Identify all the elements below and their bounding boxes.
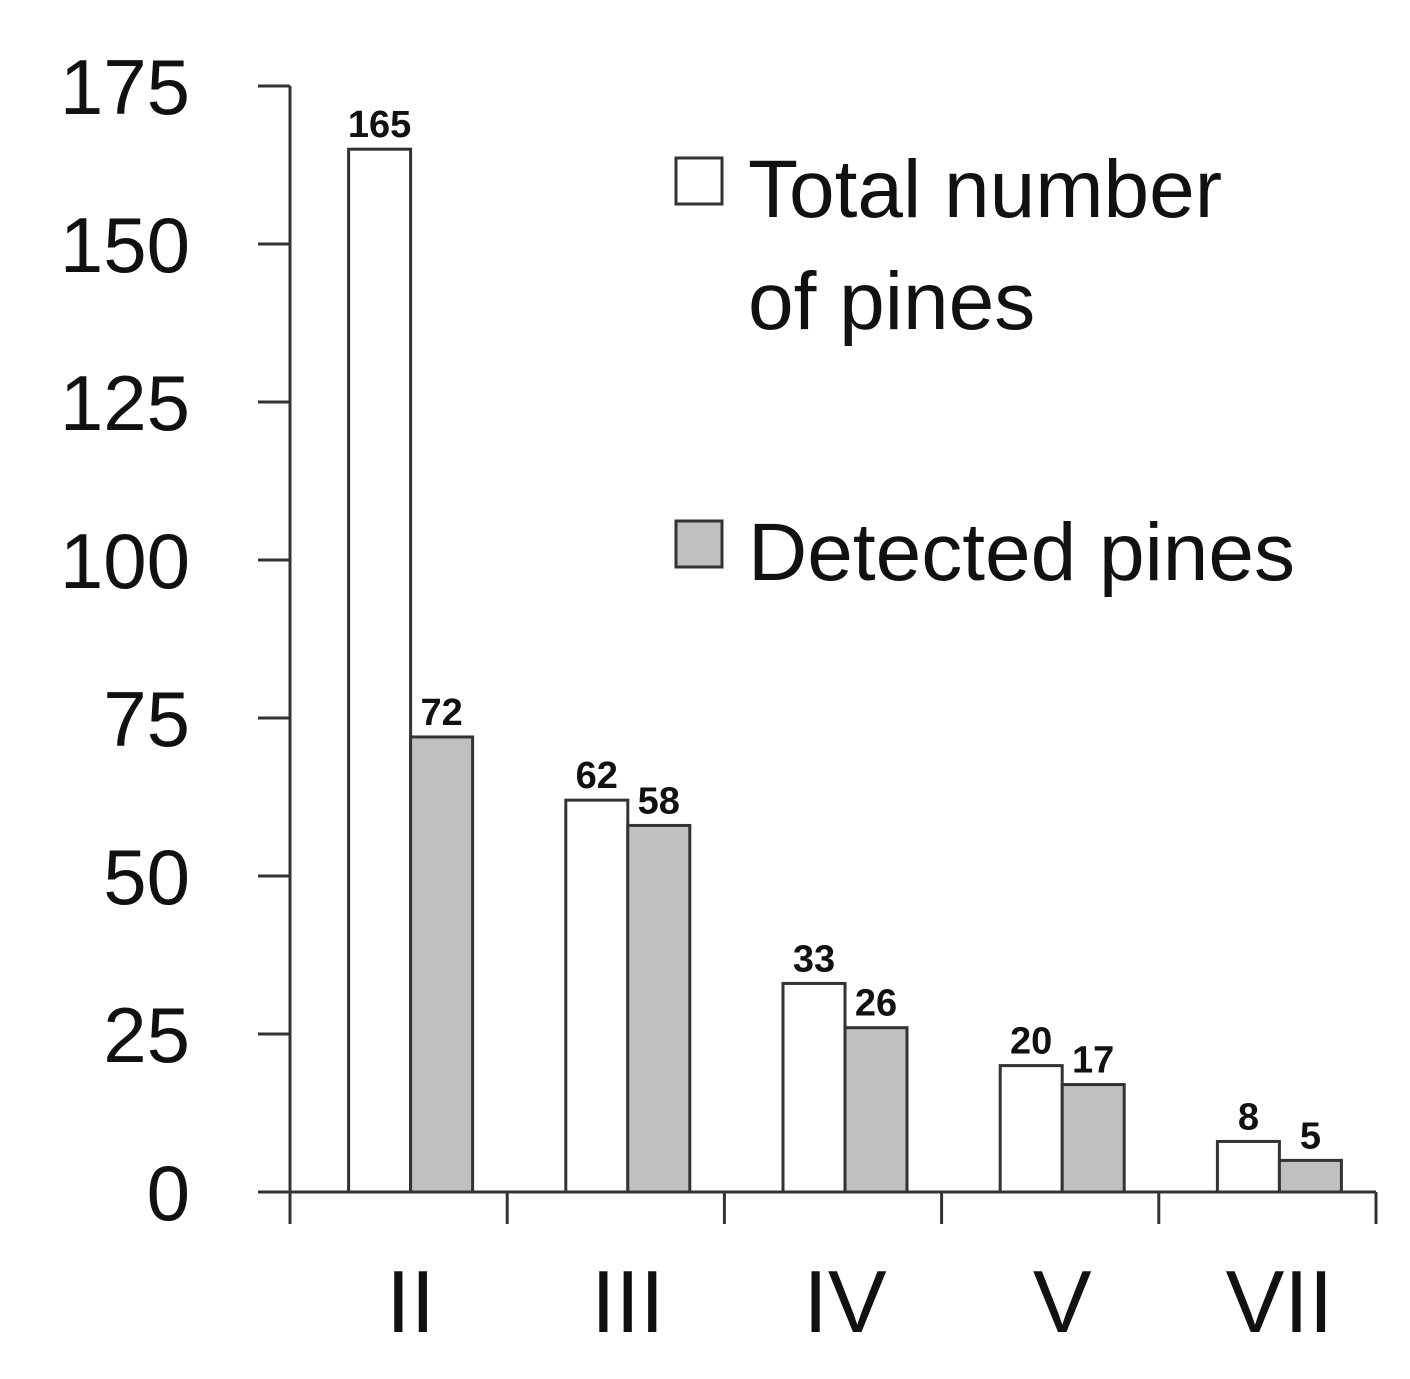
data-label: 8 <box>1238 1096 1259 1138</box>
bar-detected-ii <box>409 735 475 1194</box>
bar-total-iii <box>564 798 630 1194</box>
y-tick-label: 175 <box>60 43 190 131</box>
data-label: 20 <box>1010 1021 1052 1063</box>
data-label: 33 <box>793 938 835 980</box>
legend-label: Total number <box>748 144 1222 235</box>
bar-total-v <box>998 1064 1064 1194</box>
x-category-label: II <box>386 1252 435 1351</box>
y-tick-label: 25 <box>103 991 190 1079</box>
legend-swatch <box>674 156 724 206</box>
legend: Total number of pines Detected pines <box>674 144 1295 598</box>
data-labels: 165 72 62 58 33 26 20 17 8 5 <box>348 104 1321 1157</box>
x-category-label: V <box>1033 1252 1092 1351</box>
data-label: 165 <box>348 104 411 146</box>
y-tick-label: 75 <box>103 675 190 763</box>
legend-swatch <box>674 519 724 569</box>
y-axis: 0 25 50 75 100 125 150 175 <box>60 43 292 1237</box>
x-axis: II III IV V VII <box>258 1190 1378 1351</box>
data-label: 5 <box>1300 1115 1321 1157</box>
bar-total-iv <box>781 981 847 1194</box>
bars <box>347 147 1343 1194</box>
legend-label: of pines <box>748 256 1035 347</box>
y-tick-label: 100 <box>60 517 190 605</box>
y-tick-label: 125 <box>60 359 190 447</box>
bar-detected-v <box>1060 1083 1126 1194</box>
x-category-label: VII <box>1226 1252 1334 1351</box>
legend-label: Detected pines <box>748 507 1295 598</box>
y-tick-label: 150 <box>60 201 190 289</box>
y-tick-label: 50 <box>103 833 190 921</box>
bar-detected-vii <box>1277 1158 1343 1194</box>
data-label: 72 <box>420 692 462 734</box>
data-label: 17 <box>1072 1040 1114 1082</box>
bar-total-vii <box>1215 1139 1281 1194</box>
y-tick-label: 0 <box>147 1149 190 1237</box>
x-category-label: IV <box>803 1252 886 1351</box>
data-label: 58 <box>638 780 680 822</box>
bar-detected-iv <box>843 1026 909 1194</box>
data-label: 62 <box>576 755 618 797</box>
bar-detected-iii <box>626 823 692 1194</box>
bar-total-ii <box>347 147 413 1194</box>
x-category-label: III <box>591 1252 664 1351</box>
data-label: 26 <box>855 983 897 1025</box>
